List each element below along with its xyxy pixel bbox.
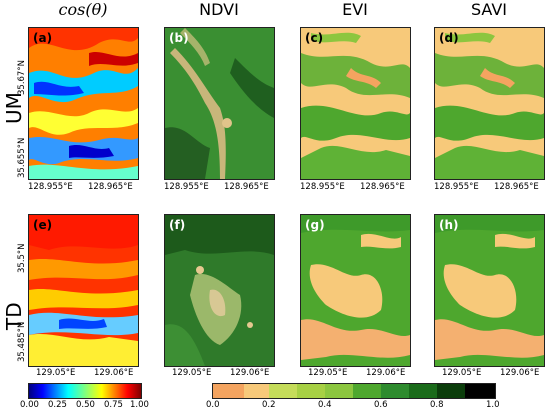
cos-colorbar [28, 383, 142, 399]
x-tick-d-1: 128.955°E [434, 182, 479, 192]
panel-label-f: (f) [169, 218, 186, 232]
vegetation-index-colorbar [212, 383, 496, 399]
x-tick-g-2: 129.06°E [366, 368, 406, 378]
x-tick-a-2: 128.965°E [88, 182, 133, 192]
column-header-evi: EVI [342, 0, 368, 19]
y-tick-row2-top: 35.5°N [17, 243, 27, 273]
veg-tick-5: 1.0 [486, 400, 500, 410]
x-tick-a-1: 128.955°E [28, 182, 73, 192]
y-tick-row2-bottom: 35.485°N [17, 321, 27, 362]
panel-c-evi-map: (c) [300, 27, 411, 180]
x-tick-f-2: 129.06°E [230, 368, 270, 378]
panel-label-d: (d) [439, 31, 459, 45]
panel-label-c: (c) [305, 31, 324, 45]
panel-b-ndvi-map: (b) [164, 27, 275, 180]
row-label-um: UM [2, 92, 26, 124]
cos-tick-2: 0.50 [76, 400, 95, 410]
x-tick-h-1: 129.05°E [442, 368, 482, 378]
panel-f-ndvi-map: (f) [164, 214, 275, 367]
panel-label-b: (b) [169, 31, 189, 45]
cos-tick-1: 0.25 [48, 400, 67, 410]
x-tick-b-1: 128.955°E [164, 182, 209, 192]
panel-label-e: (e) [33, 218, 53, 232]
panel-d-savi-map: (d) [434, 27, 545, 180]
y-tick-row1-bottom: 35.655°N [17, 137, 27, 178]
cos-tick-3: 0.75 [104, 400, 123, 410]
x-tick-g-1: 129.05°E [308, 368, 348, 378]
panel-a-cos-map: (a) [28, 27, 139, 180]
column-header-cos-theta: cos(θ) [58, 0, 108, 19]
x-tick-b-2: 128.965°E [224, 182, 269, 192]
panel-e-cos-map: (e) [28, 214, 139, 367]
y-tick-row1-top: 35.67°N [17, 60, 27, 95]
x-tick-f-1: 129.05°E [172, 368, 212, 378]
panel-label-g: (g) [305, 218, 325, 232]
veg-tick-1: 0.2 [262, 400, 276, 410]
x-tick-c-1: 128.955°E [300, 182, 345, 192]
panel-h-savi-map: (h) [434, 214, 545, 367]
x-tick-e-1: 129.05°E [36, 368, 76, 378]
x-tick-d-2: 128.965°E [494, 182, 539, 192]
cos-tick-0: 0.00 [20, 400, 39, 410]
veg-tick-4: 0.8 [430, 400, 444, 410]
x-tick-c-2: 128.965°E [360, 182, 405, 192]
panel-label-a: (a) [33, 31, 53, 45]
panel-label-h: (h) [439, 218, 459, 232]
panel-g-evi-map: (g) [300, 214, 411, 367]
column-header-savi: SAVI [470, 0, 508, 19]
column-header-ndvi: NDVI [199, 0, 239, 19]
cos-tick-4: 1.00 [130, 400, 149, 410]
x-tick-h-2: 129.06°E [500, 368, 540, 378]
veg-tick-2: 0.4 [318, 400, 332, 410]
x-tick-e-2: 129.06°E [94, 368, 134, 378]
veg-tick-3: 0.6 [374, 400, 388, 410]
veg-tick-0: 0.0 [206, 400, 220, 410]
